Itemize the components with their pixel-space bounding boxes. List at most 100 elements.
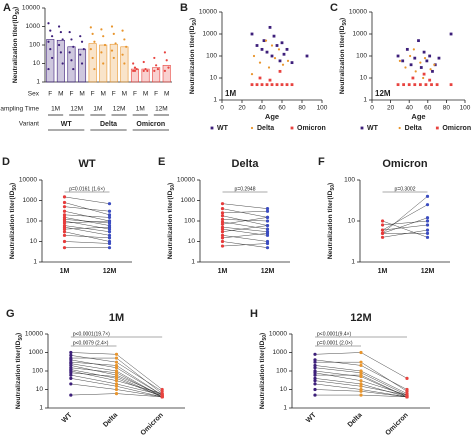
data-point [114, 387, 119, 392]
data-point [255, 44, 259, 47]
data-point [123, 62, 126, 65]
data-point [47, 40, 50, 43]
data-point [359, 393, 363, 397]
data-point [412, 48, 415, 51]
data-point [62, 205, 67, 209]
pair-line [64, 214, 110, 218]
y-axis-label-part: 50 [170, 185, 176, 191]
data-point [121, 53, 124, 56]
data-point [220, 233, 225, 237]
data-point [153, 56, 156, 60]
table-cell: 12M [70, 106, 83, 113]
y-tick-label: 100 [276, 368, 287, 375]
y-axis-label-part: 50 [342, 20, 348, 26]
data-point [47, 67, 50, 71]
data-point [69, 358, 73, 362]
panel-label: B [180, 2, 188, 14]
legend-marker [290, 126, 294, 130]
data-point [258, 76, 262, 80]
data-point [220, 222, 225, 226]
data-point [265, 215, 270, 219]
x-tick-label: 1M [60, 268, 70, 275]
y-axis-label-part: Neutralization titer(ID [339, 25, 346, 94]
data-point [69, 371, 73, 375]
data-point [313, 371, 317, 375]
x-tick-label: WT [61, 411, 74, 424]
data-point [107, 225, 112, 229]
data-point [107, 246, 112, 250]
data-point [277, 48, 281, 51]
y-tick-label: 1 [191, 259, 195, 266]
legend-marker [435, 126, 439, 130]
data-point [57, 25, 61, 28]
data-point [449, 32, 453, 36]
data-point [359, 384, 363, 388]
data-point [220, 214, 225, 218]
x-tick-label: WT [305, 411, 318, 424]
data-point [132, 69, 135, 72]
y-tick-label: 10 [348, 218, 356, 225]
data-point [422, 50, 426, 54]
data-point [419, 61, 422, 64]
table-cell: F [133, 91, 137, 98]
data-point [107, 215, 112, 219]
data-point [49, 48, 52, 51]
data-point [396, 54, 400, 58]
y-axis-label-part: ) [15, 333, 22, 335]
x-axis-label: Age [411, 112, 425, 121]
y-axis-label-part: 50 [15, 9, 21, 15]
data-point [50, 35, 54, 38]
data-point [264, 39, 268, 42]
y-tick-label: 10 [30, 238, 38, 245]
data-point [258, 61, 262, 64]
y-tick-label: 1 [283, 405, 287, 412]
panel-label: G [6, 308, 15, 320]
data-point [93, 67, 96, 71]
data-point [61, 62, 64, 65]
data-point [265, 207, 270, 211]
data-point [123, 38, 126, 41]
data-point [268, 25, 272, 29]
table-cell: M [122, 91, 127, 98]
x-tick-label: 40 [406, 105, 414, 112]
y-tick-label: 100 [356, 53, 367, 60]
y-tick-label: 10000 [269, 331, 287, 338]
y-tick-label: 1000 [181, 197, 196, 204]
data-point [278, 69, 282, 73]
data-point [270, 44, 274, 47]
data-point [270, 83, 274, 87]
panel-label: C [330, 2, 338, 14]
table-cell: 1M [93, 106, 102, 113]
legend-marker [360, 126, 364, 130]
pair-line [382, 204, 428, 231]
table-cell: F [48, 91, 52, 98]
data-point [265, 227, 270, 231]
data-point [433, 63, 436, 66]
chart-title: Delta [232, 158, 260, 170]
x-tick-label: 40 [258, 105, 266, 112]
data-point [267, 66, 271, 69]
data-point [265, 219, 270, 223]
significance-label: p<0.0001(9.4×) [317, 331, 352, 337]
data-point [414, 70, 417, 73]
x-tick-label: 1M [218, 268, 228, 275]
y-tick-label: 1 [39, 405, 43, 412]
data-point [265, 50, 269, 54]
data-point [428, 54, 432, 58]
data-point [62, 209, 67, 213]
data-point [313, 360, 317, 364]
panel-label: H [250, 308, 258, 320]
data-point [425, 216, 430, 220]
y-tick-label: 10 [36, 386, 44, 393]
data-point [160, 389, 164, 393]
y-axis-label: Neutralization titer(ID50) [189, 18, 199, 95]
pair-line [222, 210, 268, 214]
data-point [112, 32, 115, 35]
data-point [405, 47, 409, 51]
data-point [265, 209, 270, 213]
data-point [156, 67, 160, 71]
data-point [69, 363, 73, 368]
pair-line [222, 208, 268, 218]
table-row-label: Sampling Time [0, 106, 39, 113]
data-point [114, 384, 119, 388]
